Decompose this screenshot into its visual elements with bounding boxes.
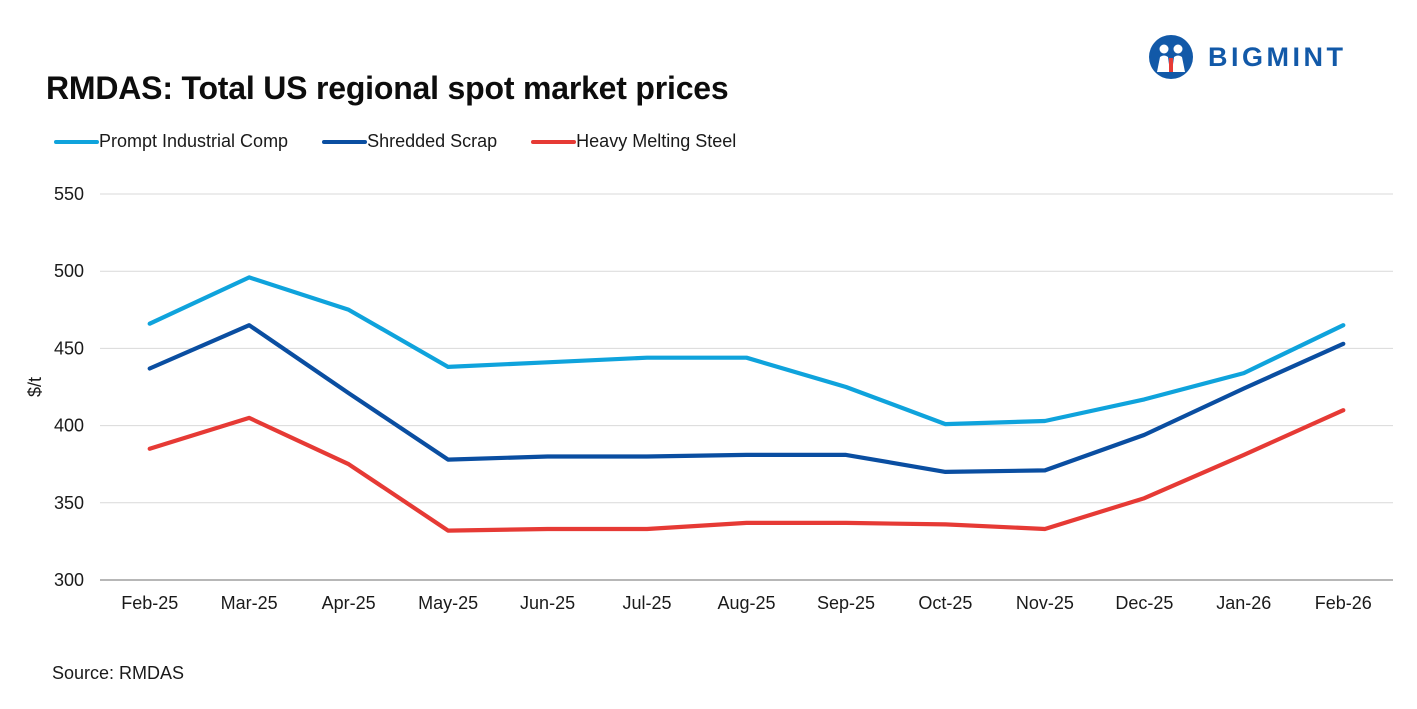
legend-item: Prompt Industrial Comp: [54, 131, 288, 152]
x-tick-label: Nov-25: [1016, 593, 1074, 613]
x-tick-label: Aug-25: [717, 593, 775, 613]
y-tick-label: 300: [54, 570, 84, 590]
axes: 300 350 400 450 500 550 Feb-25 Mar-25 Apr-25 May-…: [54, 184, 1393, 613]
bigmint-logo-icon: [1149, 35, 1193, 79]
legend-label: Heavy Melting Steel: [576, 131, 737, 151]
y-tick-label: 450: [54, 338, 84, 358]
legend-swatch: [322, 139, 368, 144]
legend-item: Shredded Scrap: [322, 131, 497, 152]
chart-title: RMDAS: Total US regional spot market pri…: [46, 70, 729, 106]
legend-label: Prompt Industrial Comp: [99, 131, 289, 151]
y-tick-label: 400: [54, 416, 84, 436]
bigmint-logo: BIGMINT: [1148, 34, 1347, 80]
y-tick-label: 350: [54, 493, 84, 513]
legend-swatch: [531, 139, 577, 144]
x-tick-label: Sep-25: [817, 593, 875, 613]
x-tick-label: Feb-26: [1315, 593, 1372, 613]
legend-swatch: [54, 139, 99, 144]
y-tick-label: 500: [54, 261, 84, 281]
x-tick-label: Oct-25: [918, 593, 972, 613]
y-tick-label: 550: [54, 184, 84, 204]
gridlines: [100, 193, 1393, 504]
x-tick-label: Feb-25: [121, 593, 178, 613]
x-tick-label: Dec-25: [1115, 593, 1173, 613]
y-axis-label: $/t: [25, 377, 45, 397]
x-tick-label: Jan-26: [1216, 593, 1271, 613]
x-tick-label: Jul-25: [623, 593, 672, 613]
x-tick-label: Jun-25: [520, 593, 575, 613]
x-tick-label: Apr-25: [322, 593, 376, 613]
series-lines: [147, 275, 1346, 533]
series-line: [147, 323, 1346, 474]
bigmint-wordmark: BIGMINT: [1208, 41, 1347, 72]
x-tick-label: May-25: [418, 593, 478, 613]
series-line: [147, 408, 1346, 533]
legend-item: Heavy Melting Steel: [531, 131, 736, 152]
source-note: Source: RMDAS: [52, 663, 185, 683]
series-line: [147, 275, 1346, 427]
legend-label: Shredded Scrap: [367, 131, 498, 151]
chart-legend: Prompt Industrial Comp Shredded Scrap Heav…: [54, 131, 770, 152]
x-tick-label: Mar-25: [221, 593, 278, 613]
